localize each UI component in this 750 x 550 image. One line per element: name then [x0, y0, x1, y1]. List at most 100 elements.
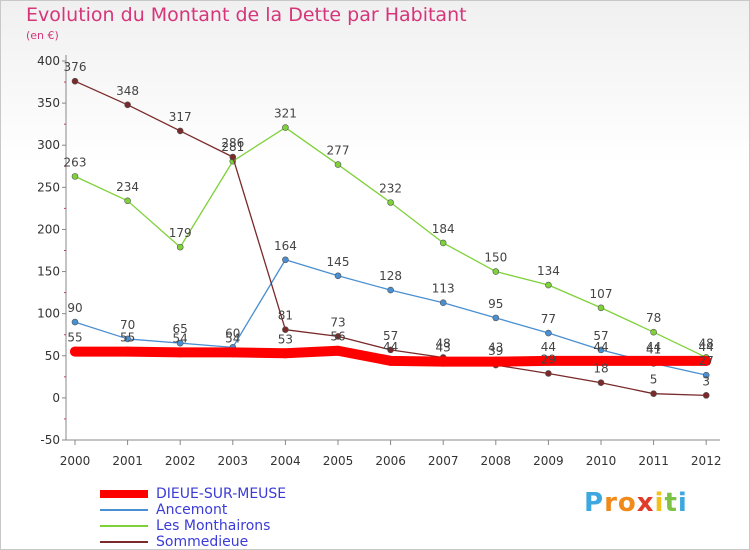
y-tick-label: 50 — [45, 349, 60, 363]
y-tick-label: 250 — [37, 180, 60, 194]
data-point-3 — [387, 346, 394, 354]
data-point-1 — [176, 339, 184, 347]
data-point-1 — [492, 314, 500, 322]
y-tick-label: 300 — [37, 138, 60, 152]
data-point-2 — [71, 173, 79, 180]
x-tick-label: 2006 — [375, 454, 406, 468]
x-tick-label: 2007 — [428, 454, 459, 468]
data-label: 150 — [484, 251, 507, 265]
data-label: 44 — [646, 340, 661, 354]
data-point-0 — [438, 356, 449, 367]
logo-letter: i — [654, 488, 665, 518]
data-label: 164 — [274, 239, 297, 253]
data-point-2 — [650, 328, 657, 336]
x-tick-label: 2002 — [165, 454, 196, 468]
data-label: 90 — [67, 301, 82, 315]
data-point-2 — [597, 304, 605, 312]
data-point-0 — [227, 347, 238, 358]
data-label: 29 — [541, 352, 556, 366]
data-label: 60 — [225, 326, 240, 340]
data-point-1 — [124, 335, 131, 343]
x-tick-label: 2003 — [218, 454, 249, 468]
data-label: 53 — [278, 332, 293, 346]
x-tick-label: 2012 — [691, 454, 722, 468]
y-tick-label: 200 — [37, 222, 60, 236]
data-point-0 — [385, 355, 396, 366]
data-point-1 — [282, 256, 289, 264]
data-point-2 — [545, 281, 552, 289]
data-label: 44 — [541, 340, 556, 354]
data-label: 57 — [593, 329, 608, 343]
data-label: 73 — [330, 315, 345, 329]
data-point-0 — [596, 355, 606, 366]
data-label: 232 — [379, 181, 402, 195]
data-point-1 — [597, 346, 605, 354]
data-label: 78 — [646, 311, 661, 325]
data-point-2 — [439, 239, 447, 247]
data-point-2 — [387, 199, 394, 206]
data-point-0 — [280, 348, 291, 359]
data-label: 234 — [116, 180, 139, 194]
y-tick-label: 150 — [37, 265, 60, 279]
data-label: 128 — [379, 269, 402, 283]
y-tick-label: 350 — [37, 96, 60, 110]
data-label: 145 — [327, 255, 350, 269]
y-tick-label: 0 — [52, 391, 60, 405]
x-tick-label: 2009 — [533, 454, 564, 468]
data-label: 57 — [383, 329, 398, 343]
y-tick-label: -50 — [40, 433, 60, 447]
legend-swatch — [100, 490, 148, 498]
y-tick-label: 400 — [37, 54, 60, 68]
data-point-0 — [122, 346, 133, 357]
data-label: 184 — [432, 222, 455, 236]
data-label: 44 — [593, 340, 608, 354]
chart-subtitle: (en €) — [26, 29, 59, 42]
legend-swatch — [100, 509, 148, 511]
data-label: 27 — [699, 354, 714, 368]
data-label: 5 — [650, 373, 658, 387]
data-point-1 — [387, 286, 394, 294]
data-label: 43 — [488, 341, 503, 355]
data-point-3 — [229, 153, 237, 161]
x-tick-label: 2011 — [638, 454, 669, 468]
data-point-2 — [124, 197, 131, 205]
data-point-2 — [282, 124, 289, 131]
data-label: 81 — [278, 309, 293, 323]
data-point-0 — [648, 355, 659, 366]
y-tick-label: 100 — [37, 307, 60, 321]
chart-title: Evolution du Montant de la Dette par Hab… — [26, 4, 467, 26]
x-tick-label: 2004 — [270, 454, 301, 468]
data-label: 321 — [274, 107, 297, 121]
data-label: 77 — [541, 312, 556, 326]
legend-swatch — [100, 541, 148, 543]
data-label: 48 — [436, 336, 451, 350]
data-point-0 — [701, 355, 712, 366]
data-point-2 — [334, 161, 342, 168]
data-point-0 — [333, 345, 343, 356]
data-label: 95 — [488, 297, 503, 311]
data-label: 54 — [173, 331, 188, 345]
data-label: 55 — [120, 331, 135, 345]
data-label: 286 — [221, 136, 244, 150]
legend-label: Sommedieue — [156, 534, 249, 550]
logo-letter: t — [664, 488, 678, 518]
data-point-3 — [545, 370, 552, 377]
logo-letter: x — [636, 488, 655, 518]
data-point-1 — [71, 318, 79, 326]
data-label: 18 — [593, 362, 608, 376]
data-label: 44 — [699, 340, 714, 354]
data-label: 113 — [432, 282, 455, 296]
data-label: 179 — [169, 226, 192, 240]
data-label: 376 — [64, 60, 87, 74]
data-label: 65 — [173, 322, 188, 336]
data-point-0 — [70, 346, 80, 357]
data-point-3 — [334, 333, 342, 340]
logo-letter: r — [604, 488, 618, 518]
data-label: 41 — [646, 342, 661, 356]
x-tick-label: 2005 — [323, 454, 354, 468]
data-point-3 — [71, 77, 79, 85]
data-point-0 — [175, 347, 186, 358]
legend-label: DIEUE-SUR-MEUSE — [156, 486, 287, 502]
data-point-1 — [702, 371, 710, 379]
